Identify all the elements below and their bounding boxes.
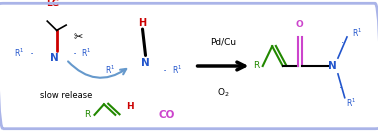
Text: ✂: ✂ (74, 32, 83, 42)
Text: $\mathsf{R^1}$: $\mathsf{R^1}$ (81, 47, 91, 59)
Text: $\mathsf{R^1}$: $\mathsf{R^1}$ (346, 97, 356, 109)
Text: H: H (138, 18, 146, 28)
Text: ·: · (163, 65, 167, 78)
Text: N: N (50, 53, 59, 63)
Text: N: N (328, 61, 337, 71)
Text: O: O (296, 20, 304, 29)
Text: CO: CO (158, 110, 175, 120)
Text: ·: · (120, 65, 124, 78)
Text: Pd/Cu: Pd/Cu (210, 38, 236, 47)
Text: ·: · (341, 39, 344, 49)
Text: N: N (141, 58, 150, 68)
Text: $\mathsf{R^1}$: $\mathsf{R^1}$ (352, 27, 362, 39)
Text: $\mathsf{R^1}$: $\mathsf{R^1}$ (105, 64, 115, 76)
Text: $\mathsf{R^1}$: $\mathsf{R^1}$ (14, 47, 25, 59)
Text: R: R (84, 110, 91, 119)
Text: ·: · (339, 83, 342, 93)
Text: slow release: slow release (40, 91, 92, 100)
Text: ·: · (73, 48, 76, 61)
Text: LG: LG (46, 0, 59, 8)
Text: H: H (126, 102, 133, 111)
Text: ·: · (30, 48, 34, 61)
Text: O$_2$: O$_2$ (217, 86, 229, 99)
Text: $\mathsf{R^1}$: $\mathsf{R^1}$ (172, 64, 182, 76)
Text: R: R (253, 62, 259, 70)
